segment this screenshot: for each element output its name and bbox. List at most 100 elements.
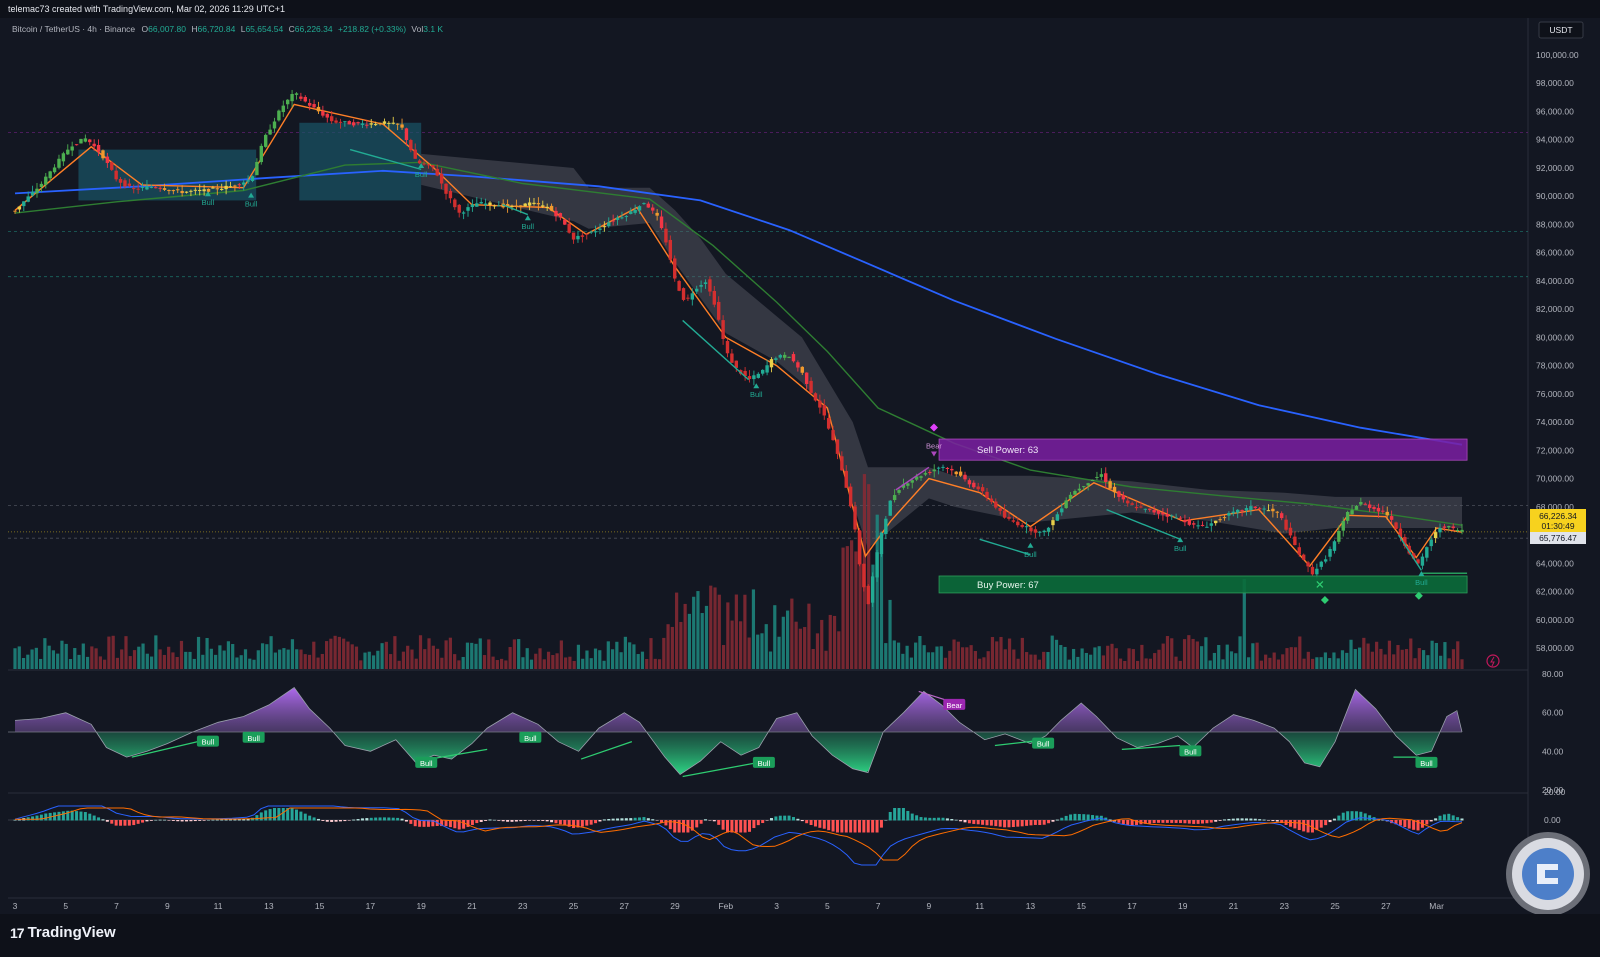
volume-bar	[1400, 649, 1404, 669]
macd-histogram-bar	[1051, 820, 1055, 822]
volume-bar	[1025, 652, 1029, 669]
macd-histogram-bar	[1416, 820, 1420, 831]
candle-body	[1104, 473, 1108, 482]
last-price-value: 66,226.34	[1539, 511, 1577, 521]
volume-bar	[666, 624, 670, 669]
macd-histogram-bar	[185, 820, 189, 822]
macd-histogram-bar	[369, 817, 373, 821]
volume-bar	[1106, 645, 1110, 669]
candle-body	[66, 149, 70, 155]
volume-bar	[367, 651, 371, 669]
volume-bar	[47, 645, 51, 669]
candle-body	[13, 210, 17, 212]
volume-bar	[342, 638, 346, 669]
macd-histogram-bar	[220, 819, 224, 821]
macd-histogram-bar	[66, 810, 70, 821]
volume-bar	[538, 648, 542, 669]
volume-bar	[576, 644, 581, 669]
time-tick-label: 11	[975, 901, 984, 911]
oscillator-tick-label: 20.00	[1542, 785, 1564, 795]
candle-body	[624, 216, 629, 218]
currency-button[interactable]	[1538, 21, 1584, 39]
candle-body	[17, 206, 22, 210]
candle-body	[1183, 519, 1187, 523]
volume-bar	[324, 641, 329, 669]
macd-histogram-bar	[1038, 820, 1042, 826]
tradingview-logo[interactable]: 17 TradingView	[10, 924, 116, 941]
candle-body	[1381, 510, 1385, 512]
macd-histogram-bar	[976, 820, 980, 825]
volume-bar	[90, 646, 94, 669]
candle-body	[1376, 507, 1381, 512]
candle-body	[439, 173, 444, 184]
macd-histogram-bar	[981, 820, 985, 825]
candle-body	[360, 123, 365, 125]
volume-bar	[943, 657, 948, 669]
bar-countdown: 01:30:49	[1541, 521, 1574, 531]
volume-bar	[500, 658, 504, 669]
volume-bar	[1212, 652, 1217, 669]
bull-divergence-line	[1106, 508, 1181, 540]
candle-body	[585, 233, 589, 235]
volume-bar	[495, 660, 499, 669]
volume-bar	[1259, 660, 1263, 669]
bull-arrow-icon	[418, 162, 425, 168]
bull-arrow-icon	[753, 383, 760, 389]
chart-area[interactable]: Bitcoin / TetherUS · 4h · Binance O66,00…	[0, 18, 1600, 916]
volume-bar	[376, 650, 380, 669]
price-tick-label: 92,000.00	[1536, 163, 1574, 173]
time-tick-label: 29	[670, 901, 680, 911]
volume-bar	[1362, 637, 1366, 669]
macd-histogram-bar	[114, 820, 118, 826]
candle-body	[1455, 529, 1460, 531]
lightning-icon[interactable]	[1486, 654, 1500, 668]
volume-bar	[252, 659, 256, 669]
candle-body	[695, 288, 699, 292]
volume-bar	[850, 540, 854, 669]
candle-body	[642, 203, 646, 205]
macd-histogram-bar	[849, 820, 853, 833]
time-tick-label: 5	[825, 901, 830, 911]
volume-bar	[901, 653, 905, 669]
macd-histogram-bar	[576, 820, 580, 828]
time-axis[interactable]: 3 5 7 9 11 13 15 17 19 21 23 25 27 29 Feb 3 5 7 9 11 13 15 17 1…	[13, 901, 1444, 911]
volume-bar	[871, 564, 875, 669]
candle-body	[202, 189, 206, 192]
macd-histogram-bar	[1258, 819, 1262, 821]
candle-body	[972, 482, 976, 488]
candle-body	[307, 102, 312, 106]
candle-body	[1249, 506, 1253, 511]
candle-body	[1284, 519, 1288, 530]
macd-histogram-bar	[910, 813, 914, 821]
candle-body	[681, 288, 686, 300]
macd-histogram-bar	[624, 818, 628, 821]
volume-bar	[269, 636, 273, 669]
candle-body	[299, 96, 303, 99]
volume-bar	[1366, 643, 1370, 669]
candle-body	[1200, 524, 1205, 526]
candle-body	[769, 359, 774, 368]
macd-histogram-bar	[1055, 819, 1059, 821]
macd-histogram-bar	[1354, 811, 1358, 821]
volume-bar	[918, 635, 922, 669]
price-tick-label: 90,000.00	[1536, 191, 1574, 201]
macd-histogram-bar	[937, 817, 941, 821]
bull-arrow-icon	[524, 215, 531, 221]
volume-bar	[414, 658, 418, 669]
macd-histogram-bar	[1451, 815, 1455, 821]
macd-histogram-bar	[1165, 820, 1169, 823]
chart-author-caption: telemac73 created with TradingView.com, …	[0, 0, 1600, 18]
candle-body	[677, 281, 681, 291]
candle-body	[840, 456, 844, 471]
volume-bar	[542, 659, 546, 669]
volume-bar	[81, 643, 85, 669]
volume-bar	[1071, 648, 1076, 669]
candle-body	[206, 188, 211, 192]
oscillator-signal-badge	[415, 756, 438, 768]
macd-histogram-bar	[1332, 818, 1336, 821]
volume-bar	[1229, 651, 1234, 669]
macd-histogram-bar	[400, 818, 404, 821]
macd-histogram-bar	[79, 811, 83, 821]
macd-histogram-bar	[963, 820, 967, 823]
volume-bar	[34, 647, 38, 669]
